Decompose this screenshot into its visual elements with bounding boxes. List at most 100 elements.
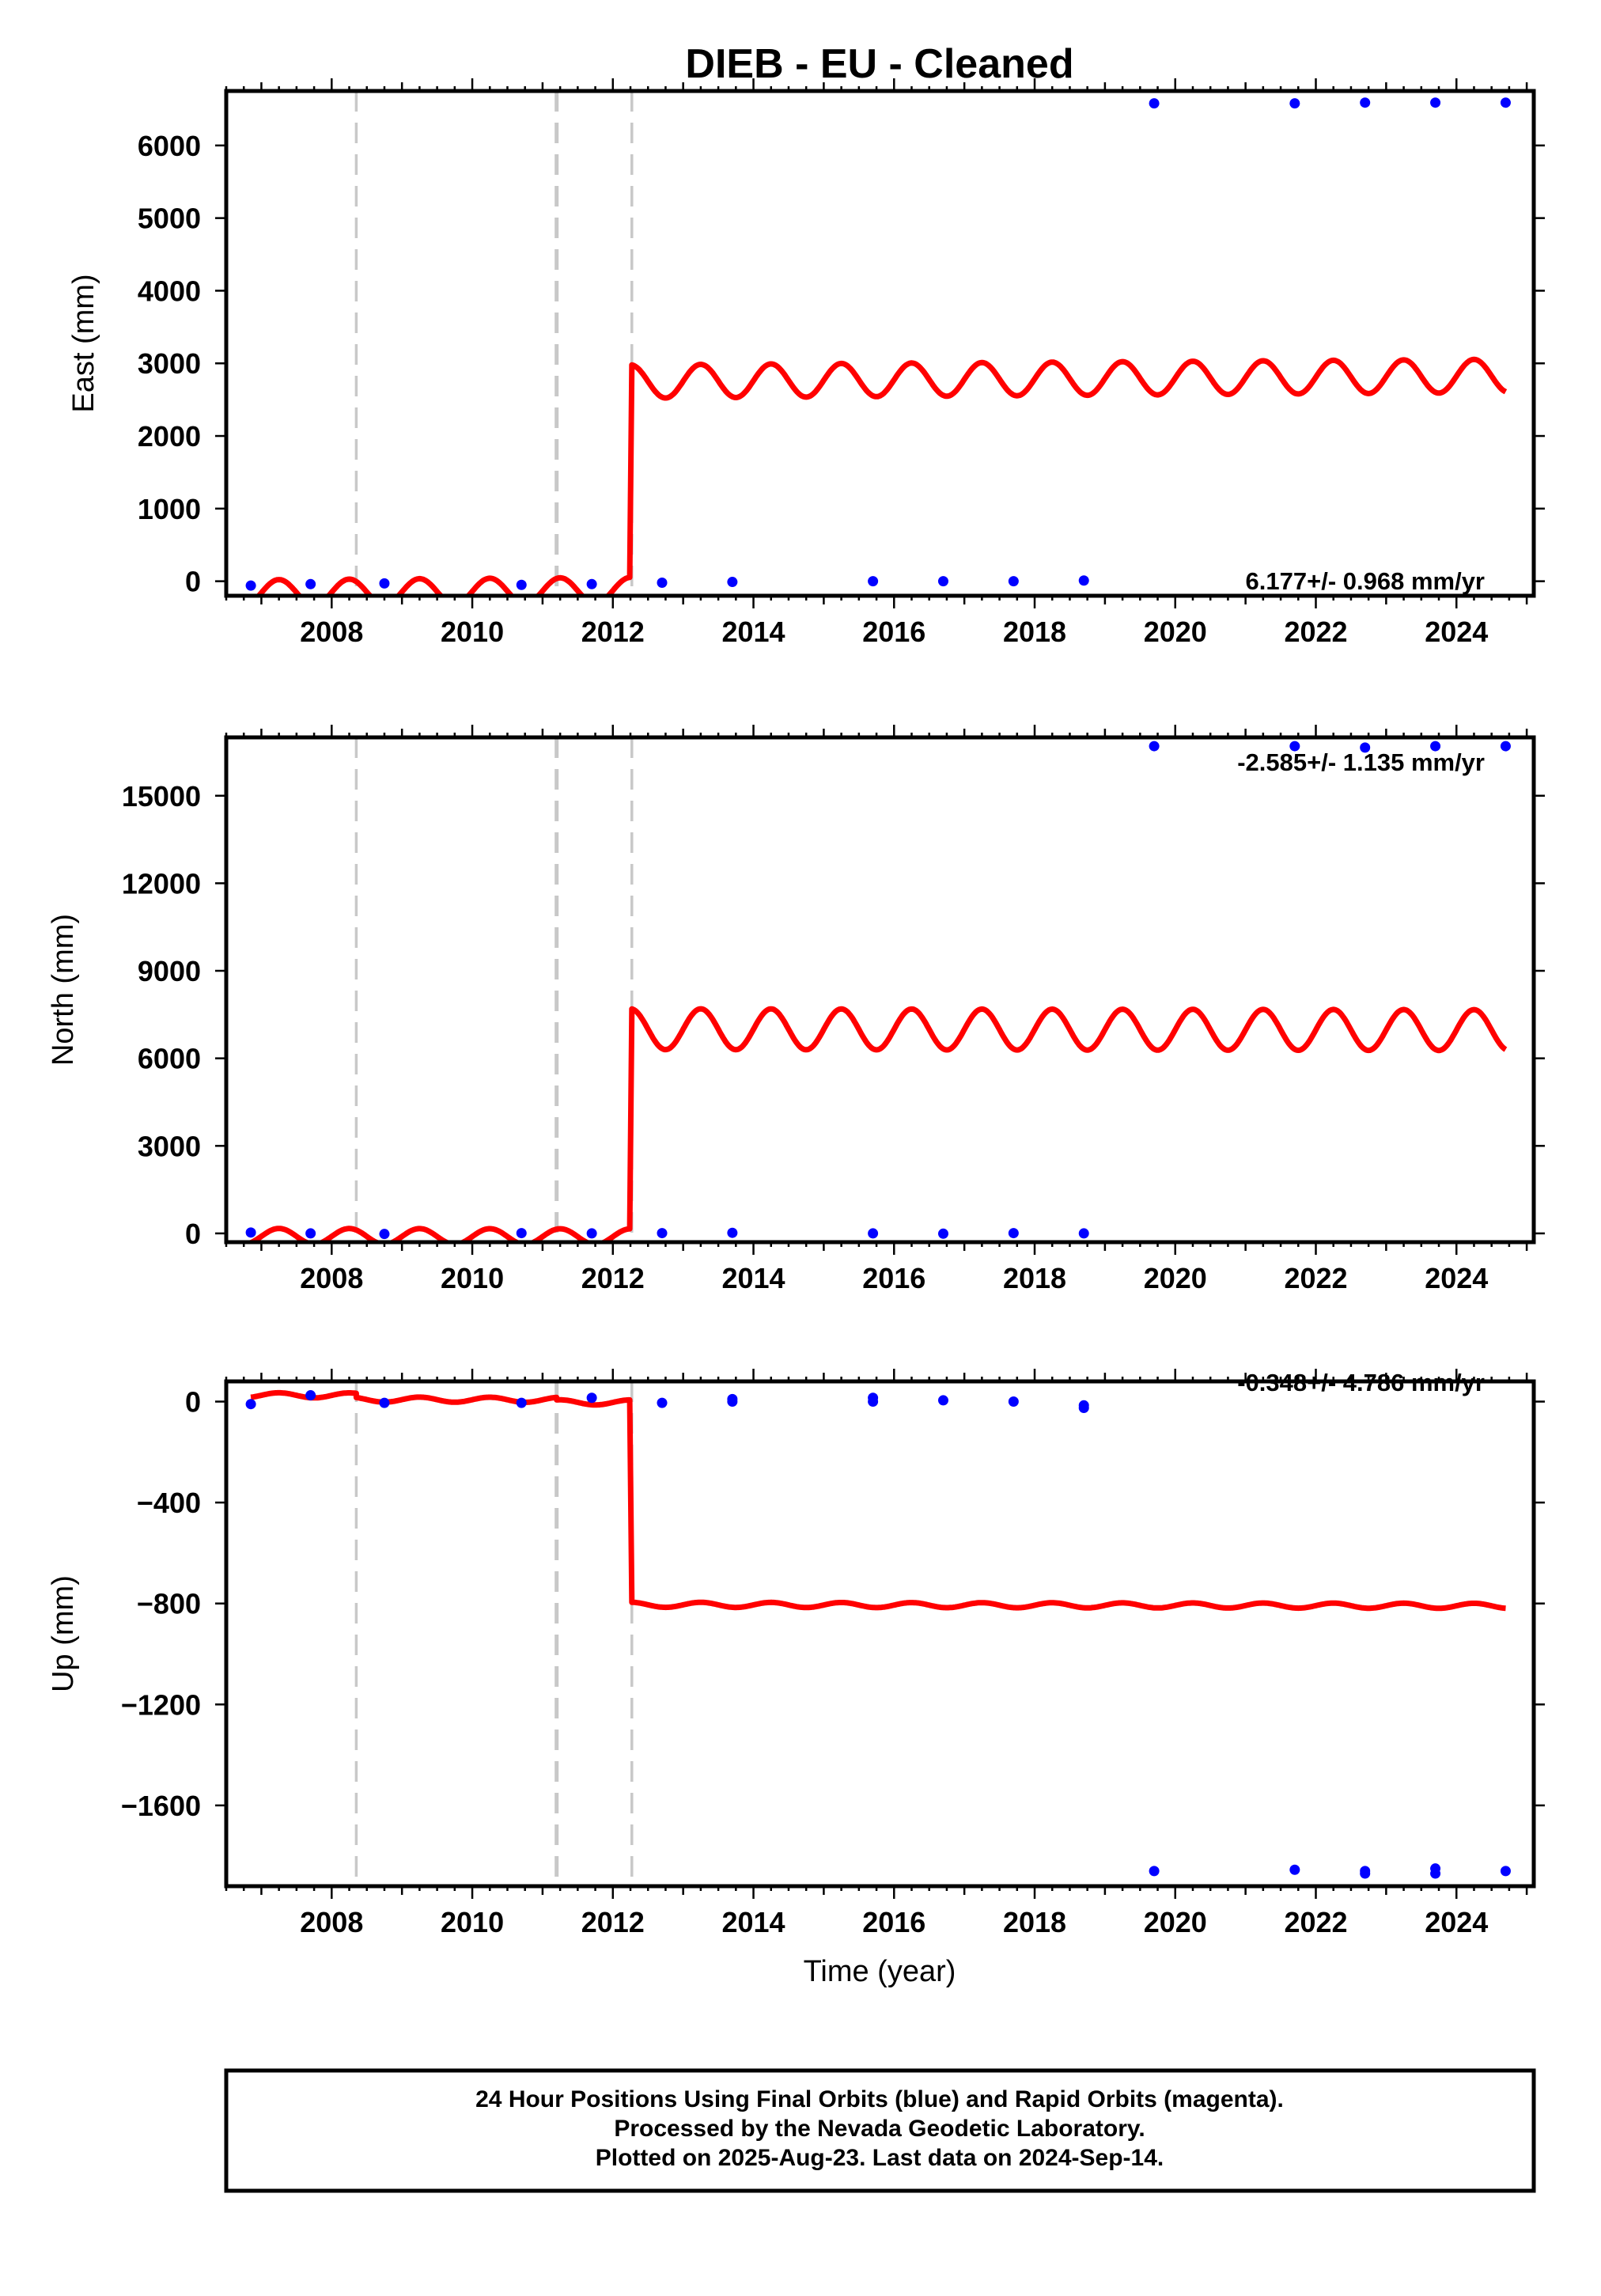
x-tick-label: 2010: [441, 1262, 504, 1294]
y-axis-label: East (mm): [67, 274, 100, 412]
model-curve: [249, 1389, 1508, 1612]
x-tick-label: 2024: [1425, 616, 1488, 648]
x-tick-label: 2014: [721, 1906, 785, 1938]
observation-point: [379, 1229, 390, 1240]
x-tick-label: 2008: [300, 616, 363, 648]
x-tick-label: 2014: [721, 1262, 785, 1294]
observation-point: [868, 1392, 879, 1404]
observation-point: [727, 1393, 738, 1404]
observation-point: [868, 576, 879, 587]
observation-point: [516, 579, 527, 590]
observation-point: [937, 1228, 948, 1239]
y-tick-label: 4000: [138, 275, 201, 307]
x-tick-label: 2012: [581, 1262, 645, 1294]
north-panel: 2008 2010 2012 2014 2016 2018 2020 2022 2024 0 300…: [47, 725, 1545, 1294]
y-tick-label: 15000: [122, 780, 201, 813]
x-tick-label: 2020: [1144, 1262, 1207, 1294]
observation-point: [1500, 741, 1511, 752]
footer-line-1: 24 Hour Positions Using Final Orbits (bl…: [475, 2086, 1284, 2112]
plot-frame: [224, 1379, 1536, 1889]
x-tick-label: 2012: [581, 1906, 645, 1938]
x-tick-label: 2020: [1144, 1906, 1207, 1938]
plot-frame: [224, 735, 1536, 1245]
observation-point: [1360, 1868, 1371, 1879]
observation-point: [657, 1228, 668, 1239]
chart-title: DIEB - EU - Cleaned: [685, 41, 1073, 87]
velocity-annotation: 6.177+/- 0.968 mm/yr: [1246, 567, 1485, 595]
x-tick-label: 2024: [1425, 1262, 1488, 1294]
observation-point: [245, 580, 256, 591]
observation-point: [1008, 1396, 1019, 1408]
y-tick-label: 1000: [138, 493, 201, 525]
x-tick-label: 2008: [300, 1262, 363, 1294]
plot-frame: [224, 89, 1536, 598]
observation-point: [1289, 741, 1300, 752]
observation-point: [1008, 576, 1019, 587]
observation-point: [1360, 97, 1371, 108]
observation-point: [1360, 742, 1371, 753]
observation-point: [586, 578, 597, 589]
x-axis-label: Time (year): [804, 1955, 956, 1988]
x-tick-label: 2018: [1003, 1906, 1066, 1938]
observation-point: [1289, 98, 1300, 109]
x-tick-label: 2016: [862, 1906, 925, 1938]
observation-point: [305, 578, 316, 589]
y-tick-label: 0: [185, 566, 201, 598]
x-tick-label: 2014: [721, 616, 785, 648]
y-tick-label: 0: [185, 1218, 201, 1250]
velocity-annotation: -0.348+/- 4.786 mm/yr: [1237, 1369, 1485, 1396]
observation-point: [1149, 98, 1160, 109]
y-tick-label: 5000: [138, 203, 201, 235]
observation-point: [727, 577, 738, 588]
velocity-annotation: -2.585+/- 1.135 mm/yr: [1237, 748, 1485, 776]
x-tick-label: 2020: [1144, 616, 1207, 648]
observation-point: [1078, 575, 1089, 586]
observation-point: [305, 1390, 316, 1401]
observation-point: [586, 1392, 597, 1404]
observation-point: [245, 1227, 256, 1238]
observation-point: [1500, 1866, 1511, 1877]
y-tick-label: −1600: [121, 1790, 201, 1822]
observation-point: [1430, 741, 1441, 752]
footer-line-2: Processed by the Nevada Geodetic Laborat…: [614, 2116, 1145, 2142]
observation-point: [1149, 1866, 1160, 1877]
observation-point: [516, 1397, 527, 1408]
y-tick-label: 6000: [138, 130, 201, 162]
observation-point: [1078, 1228, 1089, 1239]
observation-point: [586, 1228, 597, 1239]
y-tick-label: 3000: [138, 347, 201, 380]
observation-point: [657, 577, 668, 588]
x-tick-label: 2012: [581, 616, 645, 648]
x-tick-label: 2010: [441, 616, 504, 648]
observation-point: [516, 1228, 527, 1239]
y-tick-label: 9000: [138, 955, 201, 987]
observation-point: [937, 1395, 948, 1406]
footer-box: [224, 2068, 1536, 2193]
observation-point: [245, 1399, 256, 1410]
observation-point: [1149, 741, 1160, 752]
observation-point: [937, 576, 948, 587]
y-tick-label: 6000: [138, 1043, 201, 1075]
observation-point: [305, 1228, 316, 1239]
x-tick-label: 2008: [300, 1906, 363, 1938]
x-tick-label: 2022: [1284, 1262, 1347, 1294]
observation-point: [727, 1227, 738, 1238]
model-curve: [249, 1006, 1508, 1242]
x-tick-label: 2010: [441, 1906, 504, 1938]
observation-point: [657, 1397, 668, 1408]
observation-point: [379, 1397, 390, 1408]
observation-point: [868, 1228, 879, 1239]
y-tick-label: −1200: [121, 1688, 201, 1721]
x-tick-label: 2022: [1284, 616, 1347, 648]
y-tick-label: 12000: [122, 867, 201, 900]
observation-point: [1008, 1228, 1019, 1239]
y-tick-label: 3000: [138, 1130, 201, 1162]
y-axis-label: Up (mm): [47, 1575, 80, 1692]
observation-point: [1289, 1864, 1300, 1875]
observation-point: [379, 578, 390, 589]
footer-line-3: Plotted on 2025-Aug-23. Last data on 202…: [596, 2145, 1164, 2171]
east-panel: 2008 2010 2012 2014 2016 2018 2020 2022 2024 0 100…: [67, 78, 1545, 648]
y-axis-label: North (mm): [47, 914, 80, 1066]
observation-point: [1078, 1402, 1089, 1413]
